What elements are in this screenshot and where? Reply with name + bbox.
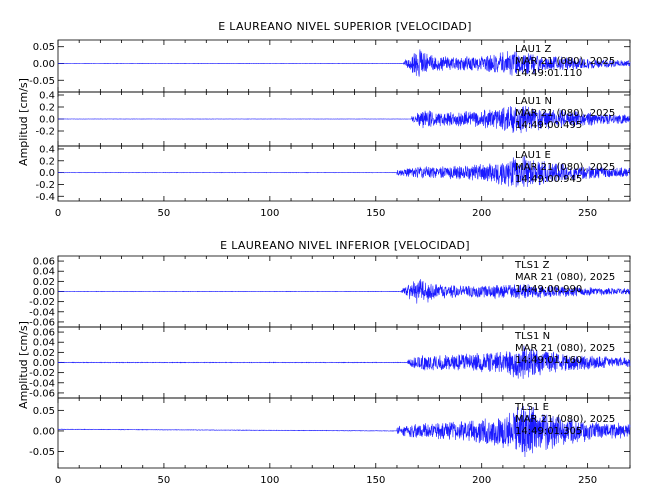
annotation-line: TLS1 N <box>514 331 550 342</box>
y-tick-label: 0.02 <box>33 348 55 359</box>
annotation-line: MAR 21 (080), 2025 <box>515 414 615 425</box>
y-tick-label: -0.4 <box>35 192 55 203</box>
y-tick-label: -0.04 <box>29 378 55 389</box>
annotation-line: 14:49:01.110 <box>515 68 582 79</box>
y-tick-label: -0.2 <box>35 180 55 191</box>
y-tick-label: 0.02 <box>33 277 55 288</box>
x-axis: 0 50 100 150 200 250 <box>55 475 597 486</box>
y-tick-label: -0.04 <box>29 307 55 318</box>
stacked-panels: -0.06-0.04-0.020.000.020.040.06 TLS1 ZMAR… <box>29 255 631 486</box>
annotation-line: 14:49:01.305 <box>515 426 582 437</box>
annotation-line: TLS1 Z <box>514 260 550 271</box>
waveform-trace <box>57 155 631 188</box>
y-tick-label: 0.00 <box>33 358 55 369</box>
annotation-line: 14:49:00.495 <box>515 120 582 131</box>
annotation-line: LAU1 Z <box>515 44 552 55</box>
chart-title: E LAUREANO NIVEL SUPERIOR [VELOCIDAD] <box>218 20 472 33</box>
waveform-trace <box>57 106 631 134</box>
y-tick-label: 0.0 <box>39 168 55 179</box>
y-tick-label: 0.2 <box>39 156 55 167</box>
y-axis-label: Amplitud [cm/s] <box>17 78 30 166</box>
trace-panel: -0.06-0.04-0.020.000.020.040.06 TLS1 NMAR… <box>29 326 631 399</box>
annotation-line: MAR 21 (080), 2025 <box>515 56 615 67</box>
y-tick-label: -0.02 <box>29 297 55 308</box>
x-tick-label: 100 <box>260 208 279 219</box>
x-tick-label: 150 <box>366 208 385 219</box>
annotation-line: 14:49:01.160 <box>515 355 582 366</box>
x-tick-label: 200 <box>472 208 491 219</box>
panel-frame <box>57 145 631 202</box>
y-tick-label: -0.06 <box>29 388 55 399</box>
x-tick-label: 0 <box>55 475 61 486</box>
annotation-line: MAR 21 (080), 2025 <box>515 343 615 354</box>
annotation-line: MAR 21 (080), 2025 <box>515 108 615 119</box>
y-tick-label: -0.05 <box>29 447 55 458</box>
y-tick-label: 0.06 <box>33 257 55 268</box>
chart-nivel-superior: E LAUREANO NIVEL SUPERIOR [VELOCIDAD] Am… <box>17 20 631 219</box>
y-tick-label: -0.06 <box>29 317 55 328</box>
y-tick-label: 0.4 <box>39 91 55 102</box>
x-tick-label: 50 <box>158 475 171 486</box>
chart-nivel-inferior: E LAUREANO NIVEL INFERIOR [VELOCIDAD] Am… <box>17 239 631 486</box>
y-tick-label: 0.0 <box>39 115 55 126</box>
annotation-line: 14:49:00.945 <box>515 174 582 185</box>
chart-title: E LAUREANO NIVEL INFERIOR [VELOCIDAD] <box>220 239 470 252</box>
y-tick-label: 0.00 <box>33 59 55 70</box>
y-tick-label: 0.4 <box>39 144 55 155</box>
annotation-line: MAR 21 (080), 2025 <box>515 162 615 173</box>
trace-panel: -0.06-0.04-0.020.000.020.040.06 TLS1 ZMAR… <box>29 255 631 328</box>
y-tick-label: 0.00 <box>33 426 55 437</box>
waveform-trace <box>57 345 631 379</box>
annotation-line: MAR 21 (080), 2025 <box>515 272 615 283</box>
annotation-line: LAU1 E <box>515 150 551 161</box>
annotation-line: LAU1 N <box>515 96 552 107</box>
y-tick-label: -0.02 <box>29 368 55 379</box>
y-tick-label: 0.00 <box>33 287 55 298</box>
y-tick-label: 0.2 <box>39 103 55 114</box>
x-tick-label: 100 <box>260 475 279 486</box>
x-tick-label: 250 <box>578 475 597 486</box>
y-tick-label: 0.05 <box>33 42 55 53</box>
x-tick-label: 250 <box>578 208 597 219</box>
waveform-trace <box>57 405 631 457</box>
annotation-line: TLS1 E <box>514 402 549 413</box>
y-tick-label: 0.05 <box>33 406 55 417</box>
y-tick-label: -0.05 <box>29 76 55 87</box>
annotation-line: 14:49:00.990 <box>515 284 582 295</box>
x-tick-label: 50 <box>158 208 171 219</box>
y-tick-label: 0.04 <box>33 267 55 278</box>
x-tick-label: 0 <box>55 208 61 219</box>
waveform-trace <box>57 49 631 77</box>
waveform-trace <box>57 279 631 304</box>
y-tick-label: 0.06 <box>33 328 55 339</box>
x-axis: 0 50 100 150 200 250 <box>55 208 597 219</box>
y-axis-label: Amplitud [cm/s] <box>17 321 30 409</box>
y-tick-label: -0.2 <box>35 127 55 138</box>
x-tick-label: 200 <box>472 475 491 486</box>
y-tick-label: 0.04 <box>33 338 55 349</box>
panel-frame <box>57 397 631 469</box>
x-tick-label: 150 <box>366 475 385 486</box>
